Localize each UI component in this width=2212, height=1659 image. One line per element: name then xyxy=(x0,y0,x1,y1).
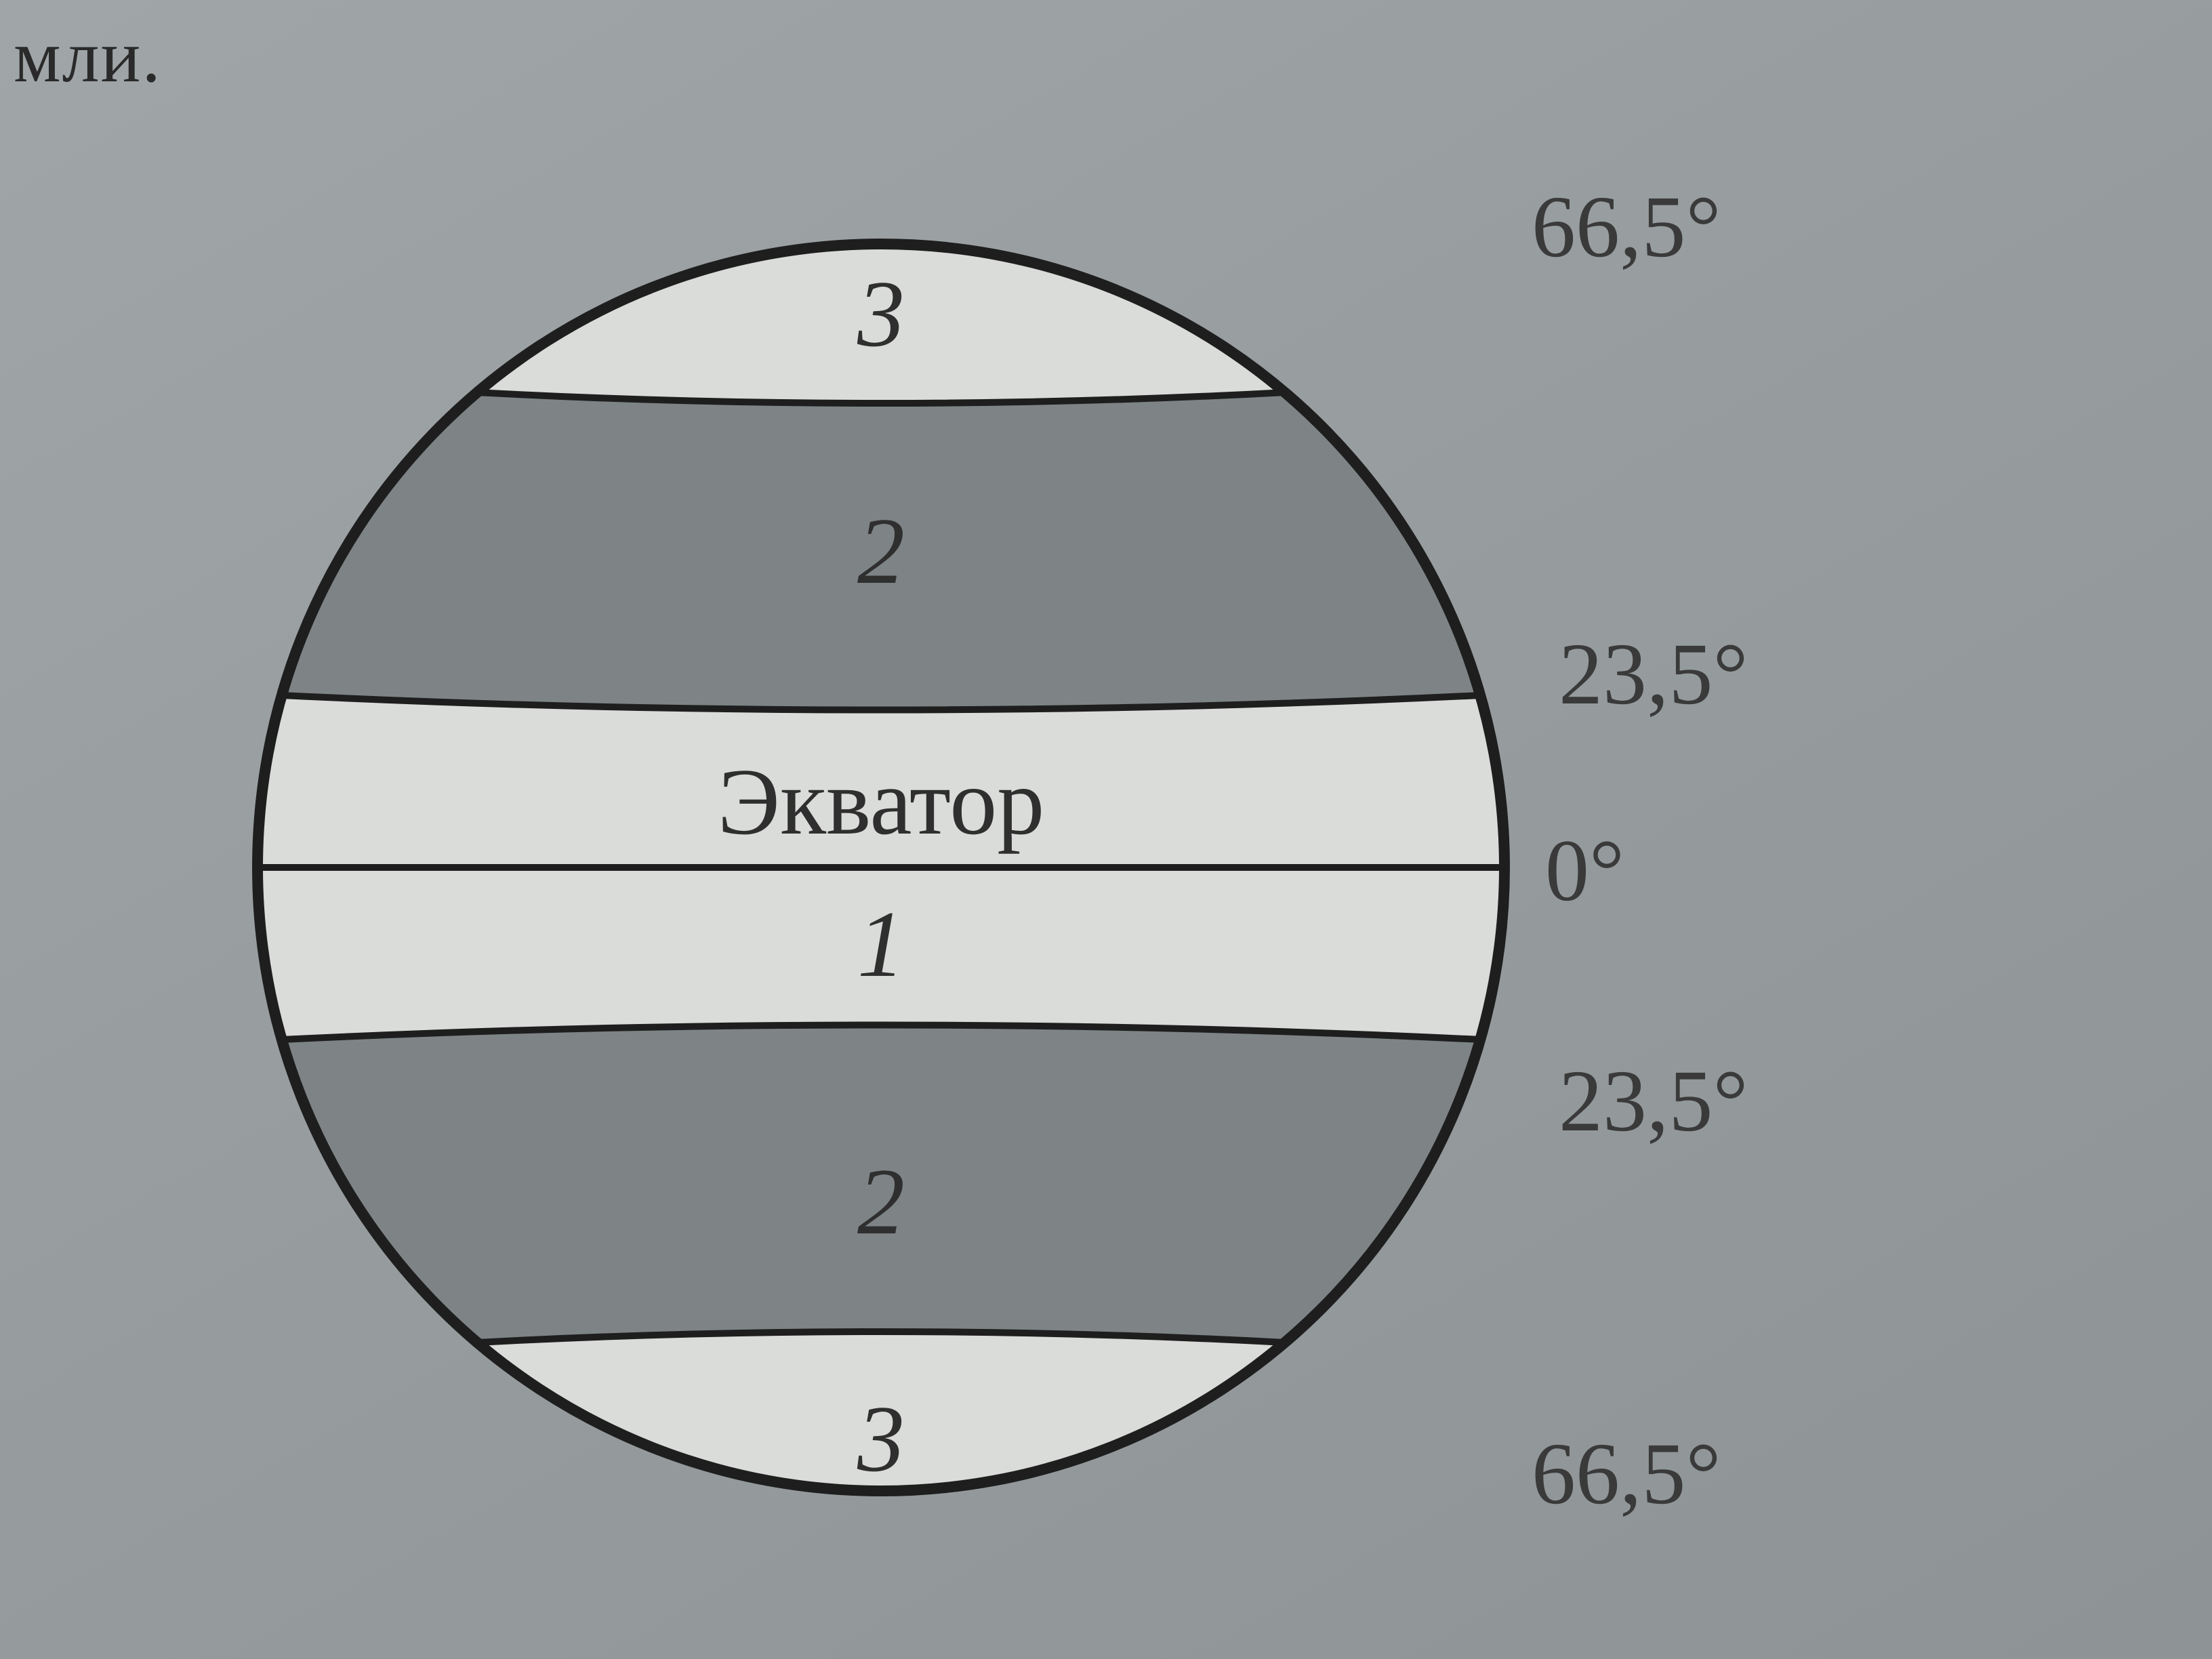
zone-label-south-polar: 3 xyxy=(857,1387,905,1492)
lat-label-antarctic: 66,5° xyxy=(1532,1423,1721,1525)
equator-label: Экватор xyxy=(718,750,1045,855)
zone-label-north-polar: 3 xyxy=(857,262,905,367)
lat-label-tropic-cancer: 23,5° xyxy=(1559,623,1748,725)
lat-label-tropic-capricorn: 23,5° xyxy=(1559,1050,1748,1152)
globe-diagram: 3 2 Экватор 1 2 3 66,5° 23,5° 0° 23,5° 6… xyxy=(203,122,2033,1613)
cropped-text-fragment: мли. xyxy=(14,14,162,100)
zone-label-tropical: 1 xyxy=(857,892,905,997)
globe-svg: 3 2 Экватор 1 2 3 xyxy=(203,122,2033,1613)
zone-label-north-temperate: 2 xyxy=(857,499,905,604)
lat-label-equator: 0° xyxy=(1545,820,1624,922)
zone-label-south-temperate: 2 xyxy=(857,1149,905,1254)
page: мли. xyxy=(0,0,2212,1659)
lat-label-arctic: 66,5° xyxy=(1532,176,1721,278)
